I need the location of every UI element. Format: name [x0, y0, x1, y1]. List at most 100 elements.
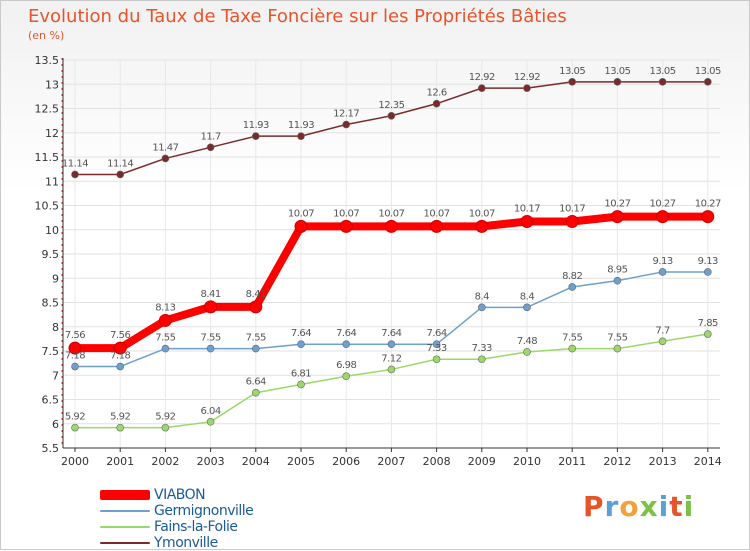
- data-label-viabon: 10.07: [378, 208, 404, 219]
- data-point-viabon: [430, 219, 444, 233]
- data-point-viabon: [204, 300, 218, 314]
- data-label-fains-la-folie: 7.12: [381, 353, 401, 364]
- data-label-ymonville: 13.05: [695, 66, 721, 77]
- data-label-germignonville: 8.82: [562, 271, 582, 282]
- data-point-germignonville: [432, 340, 441, 349]
- legend-swatch-germignonville: [100, 510, 150, 512]
- x-tick-label: 2006: [332, 455, 360, 468]
- y-tick-label: 13: [45, 78, 59, 91]
- logo-letter: i: [658, 490, 670, 523]
- logo-letter: x: [639, 490, 659, 523]
- x-tick-label: 2004: [242, 455, 270, 468]
- data-point-fains-la-folie: [568, 344, 577, 353]
- data-label-fains-la-folie: 7.33: [472, 343, 492, 354]
- series-layer: [68, 78, 715, 432]
- data-label-ymonville: 11.14: [107, 158, 133, 169]
- data-point-germignonville: [206, 344, 215, 353]
- data-label-viabon: 10.07: [469, 208, 495, 219]
- data-label-viabon: 8.41: [246, 289, 266, 300]
- data-point-ymonville: [342, 120, 351, 129]
- legend-swatch-ymonville: [100, 542, 150, 544]
- data-label-fains-la-folie: 6.98: [336, 360, 356, 371]
- data-point-ymonville: [703, 78, 712, 86]
- data-point-viabon: [610, 210, 624, 224]
- data-point-ymonville: [477, 84, 486, 92]
- data-label-ymonville: 13.05: [559, 66, 585, 77]
- data-point-germignonville: [342, 340, 351, 349]
- data-label-viabon: 10.27: [650, 199, 676, 210]
- data-label-ymonville: 11.93: [288, 120, 314, 131]
- data-point-viabon: [475, 219, 489, 233]
- data-point-germignonville: [252, 344, 260, 353]
- data-label-fains-la-folie: 7.7: [655, 325, 670, 336]
- data-label-germignonville: 7.55: [246, 333, 266, 344]
- data-label-ymonville: 12.6: [426, 88, 446, 99]
- grid: [63, 59, 720, 449]
- data-point-fains-la-folie: [206, 418, 215, 426]
- data-point-germignonville: [568, 283, 577, 291]
- data-point-germignonville: [71, 362, 79, 371]
- data-point-germignonville: [297, 340, 305, 349]
- data-label-fains-la-folie: 6.81: [291, 368, 311, 379]
- y-tick-label: 7.5: [42, 345, 60, 358]
- data-point-fains-la-folie: [613, 344, 622, 353]
- data-point-fains-la-folie: [342, 372, 351, 381]
- data-label-fains-la-folie: 6.64: [246, 377, 266, 388]
- data-point-ymonville: [658, 78, 667, 86]
- data-point-germignonville: [477, 303, 486, 312]
- data-label-viabon: 7.56: [65, 330, 85, 341]
- data-label-fains-la-folie: 7.55: [607, 333, 627, 344]
- data-label-ymonville: 12.17: [333, 109, 359, 120]
- axes: 5.5 6 6.5 7 7.5 8 8.5 9 9.5 10 10.5 11 11.5 12 12.5 13 1…: [35, 54, 722, 468]
- data-point-ymonville: [613, 78, 622, 86]
- y-tick-label: 5.5: [42, 442, 60, 455]
- legend-item-ymonville: Ymonville: [100, 535, 253, 551]
- y-tick-label: 10.5: [35, 200, 60, 213]
- logo-letter: r: [604, 490, 620, 523]
- data-point-fains-la-folie: [432, 355, 441, 364]
- legend-label-germignonville: Germignonville: [154, 503, 254, 519]
- legend-swatch-viabon: [100, 490, 150, 500]
- data-point-ymonville: [568, 78, 577, 86]
- data-point-fains-la-folie: [703, 330, 712, 338]
- x-tick-label: 2014: [694, 455, 722, 468]
- y-tick-label: 9: [52, 272, 59, 285]
- legend-label-ymonville: Ymonville: [154, 535, 218, 551]
- x-tick-label: 2001: [106, 455, 134, 468]
- x-tick-label: 2012: [603, 455, 631, 468]
- data-point-viabon: [294, 219, 308, 233]
- data-label-fains-la-folie: 7.55: [562, 333, 582, 344]
- y-tick-label: 11.5: [35, 151, 60, 164]
- data-point-germignonville: [703, 268, 712, 276]
- chart-title: Evolution du Taux de Taxe Foncière sur l…: [28, 6, 567, 27]
- data-label-viabon: 10.07: [333, 208, 359, 219]
- y-tick-label: 12: [45, 127, 59, 140]
- data-point-germignonville: [613, 276, 622, 285]
- data-label-germignonville: 8.4: [475, 291, 490, 302]
- data-point-ymonville: [206, 143, 215, 152]
- data-label-germignonville: 9.13: [652, 256, 672, 267]
- x-tick-label: 2011: [558, 455, 586, 468]
- y-tick-label: 11: [45, 175, 59, 188]
- x-tick-label: 2010: [513, 455, 541, 468]
- data-label-fains-la-folie: 7.33: [426, 343, 446, 354]
- data-point-germignonville: [387, 340, 396, 349]
- data-point-viabon: [339, 219, 353, 233]
- data-point-fains-la-folie: [161, 423, 170, 432]
- data-point-fains-la-folie: [477, 355, 486, 364]
- data-point-viabon: [68, 341, 82, 355]
- data-point-viabon: [656, 210, 670, 224]
- data-label-ymonville: 11.14: [62, 158, 88, 169]
- data-label-fains-la-folie: 5.92: [65, 412, 85, 423]
- data-label-viabon: 10.27: [604, 199, 630, 210]
- data-label-ymonville: 13.05: [650, 66, 676, 77]
- data-label-viabon: 8.41: [200, 289, 220, 300]
- data-point-ymonville: [297, 132, 305, 140]
- data-point-ymonville: [387, 111, 396, 120]
- unit-label: (en %): [28, 29, 65, 42]
- y-tick-label: 10: [45, 224, 59, 237]
- data-label-viabon: 10.17: [514, 204, 540, 215]
- data-label-fains-la-folie: 5.92: [155, 412, 175, 423]
- y-tick-label: 8: [52, 321, 59, 334]
